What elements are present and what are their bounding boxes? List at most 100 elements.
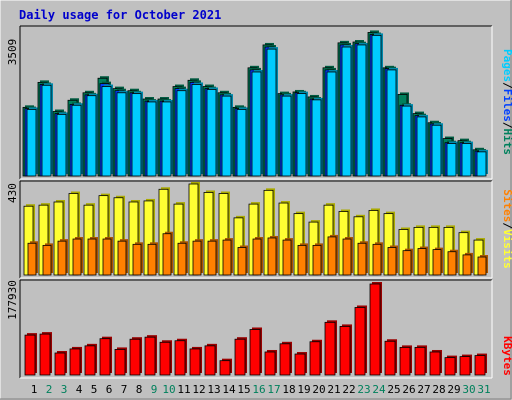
sites-bar-day-20 xyxy=(312,244,322,276)
pages-bar-day-7 xyxy=(116,92,127,177)
kbytes-bar-day-19 xyxy=(294,353,306,376)
day-label-9: 9 xyxy=(151,383,158,396)
sites-bar-day-14 xyxy=(222,239,232,276)
day-label-1: 1 xyxy=(31,383,38,396)
kbytes-bar-day-6 xyxy=(99,338,111,376)
pages-bar-day-14 xyxy=(221,95,232,177)
sites-bar-day-8 xyxy=(132,243,142,276)
kbytes-bar-day-2 xyxy=(39,333,51,376)
kbytes-bar-day-15 xyxy=(234,338,246,376)
sites-bar-day-7 xyxy=(117,240,127,276)
kbytes-bar-day-24 xyxy=(369,283,381,376)
legend-separator: / xyxy=(501,222,512,229)
day-label-20: 20 xyxy=(312,383,325,396)
sites-bar-day-1 xyxy=(27,242,37,276)
pages-bar-day-11 xyxy=(176,90,187,177)
sites-bar-day-30 xyxy=(462,254,472,276)
pages-bar-day-26 xyxy=(401,105,412,177)
pages-bar-day-28 xyxy=(431,124,442,177)
kbytes-bar-day-18 xyxy=(279,343,291,376)
day-label-6: 6 xyxy=(106,383,113,396)
legend-hits: Hits xyxy=(501,129,512,156)
sites-bar-day-13 xyxy=(207,240,217,276)
kbytes-bar-day-12 xyxy=(189,348,201,376)
kbytes-bar-day-30 xyxy=(459,356,471,376)
sites-bar-day-11 xyxy=(177,242,187,276)
pages-bar-day-8 xyxy=(131,93,142,177)
kbytes-bar-day-1 xyxy=(24,334,36,376)
day-label-22: 22 xyxy=(342,383,355,396)
kbytes-bar-day-9 xyxy=(144,336,156,376)
chart-title: Daily usage for October 2021 xyxy=(19,8,221,22)
kbytes-bar-day-22 xyxy=(339,326,351,376)
day-label-28: 28 xyxy=(432,383,445,396)
hits-panel-max-label: 3509 xyxy=(6,39,19,66)
sites-bar-day-27 xyxy=(417,248,427,276)
pages-bar-day-2 xyxy=(41,84,52,177)
sites-bar-day-25 xyxy=(387,247,397,276)
day-label-21: 21 xyxy=(327,383,340,396)
kbytes-bar-day-4 xyxy=(69,348,81,376)
pages-bar-day-25 xyxy=(386,69,397,177)
sites-bar-day-23 xyxy=(357,242,367,276)
day-label-4: 4 xyxy=(76,383,83,396)
hits-panel-bars xyxy=(22,30,488,177)
visits-panel-max-label: 430 xyxy=(6,183,19,203)
day-label-31: 31 xyxy=(477,383,490,396)
day-label-17: 17 xyxy=(267,383,280,396)
sites-bar-day-5 xyxy=(87,238,97,276)
pages-bar-day-29 xyxy=(446,143,457,177)
pages-bar-day-6 xyxy=(101,86,112,177)
sites-bar-day-22 xyxy=(342,238,352,276)
pages-bar-day-18 xyxy=(281,95,292,177)
sites-bar-day-10 xyxy=(162,233,172,276)
kbytes-bar-day-14 xyxy=(219,360,231,376)
kbytes-panel: 177930 KBytes xyxy=(6,279,512,379)
day-label-15: 15 xyxy=(237,383,250,396)
pages-bar-day-13 xyxy=(206,89,217,177)
sites-bar-day-18 xyxy=(282,239,292,276)
kbytes-bar-day-16 xyxy=(249,329,261,376)
sites-bar-day-29 xyxy=(447,251,457,276)
day-label-27: 27 xyxy=(417,383,430,396)
day-label-18: 18 xyxy=(282,383,295,396)
kbytes-bar-day-27 xyxy=(414,346,426,376)
kbytes-bar-day-28 xyxy=(429,351,441,376)
kbytes-bar-day-29 xyxy=(444,357,456,376)
day-label-23: 23 xyxy=(357,383,370,396)
kbytes-bar-day-17 xyxy=(264,351,276,376)
sites-bar-day-21 xyxy=(327,236,337,276)
sites-bar-day-2 xyxy=(42,244,52,276)
pages-bar-day-10 xyxy=(161,101,172,177)
day-label-30: 30 xyxy=(462,383,475,396)
legend-separator: / xyxy=(501,82,512,89)
day-label-11: 11 xyxy=(177,383,190,396)
pages-bar-day-3 xyxy=(56,114,67,177)
sites-bar-day-16 xyxy=(252,238,262,276)
day-label-29: 29 xyxy=(447,383,460,396)
pages-bar-day-5 xyxy=(86,95,97,177)
pages-bar-day-19 xyxy=(296,93,307,177)
day-label-7: 7 xyxy=(121,383,128,396)
day-label-16: 16 xyxy=(252,383,265,396)
pages-bar-day-23 xyxy=(356,44,367,177)
day-label-19: 19 xyxy=(297,383,310,396)
day-axis-labels: 1 2 3 4 5 6 7 8 9 10 11 12 13 14 15 16 17 18 19 20 21 22 23 24 2… xyxy=(31,383,491,396)
kbytes-bar-day-8 xyxy=(129,338,141,376)
pages-bar-day-22 xyxy=(341,46,352,177)
pages-bar-day-24 xyxy=(371,34,382,177)
day-label-24: 24 xyxy=(372,383,386,396)
kbytes-bar-day-11 xyxy=(174,340,186,376)
kbytes-panel-max-label: 177930 xyxy=(6,280,19,320)
pages-bar-day-12 xyxy=(191,84,202,177)
legend-visits: Visits xyxy=(501,229,512,269)
sites-bar-day-4 xyxy=(72,238,82,276)
day-label-3: 3 xyxy=(61,383,68,396)
hits-panel-legend: Pages/Files/Hits xyxy=(501,49,512,155)
sites-bar-day-6 xyxy=(102,238,112,276)
visits-panel: 430 Sites/Visits xyxy=(6,180,512,279)
pages-bar-day-9 xyxy=(146,101,157,177)
legend-kbytes: KBytes xyxy=(501,336,512,376)
legend-separator: / xyxy=(501,122,512,129)
